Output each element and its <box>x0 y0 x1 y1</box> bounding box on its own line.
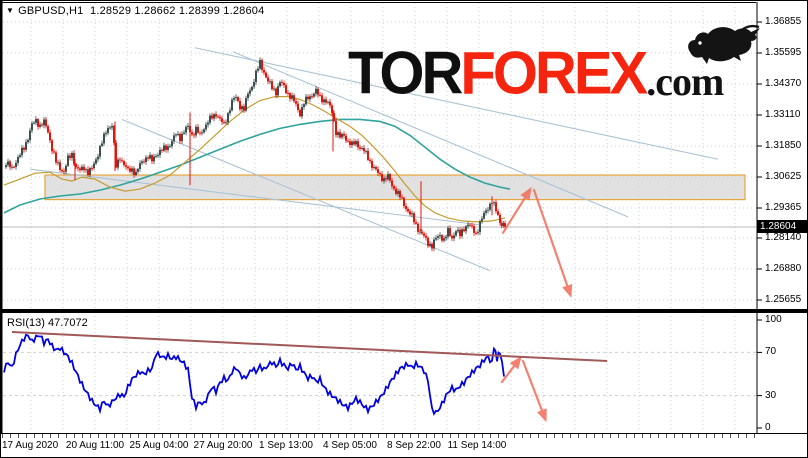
price-axis-label: 1.30625 <box>765 171 802 182</box>
chevron-down-icon[interactable]: ▼ <box>6 6 15 15</box>
long-wick <box>189 112 191 186</box>
price-axis-label: 1.34370 <box>765 78 802 89</box>
long-wick <box>74 159 76 181</box>
time-axis-label: 1 Sep 13:00 <box>259 440 313 451</box>
price-axis-label: 1.31850 <box>765 140 802 151</box>
rsi-indicator-label: RSI(13) 47.7072 <box>7 317 88 329</box>
ma-teal-line <box>3 118 511 214</box>
time-axis-ticks <box>2 434 758 438</box>
rsi-axis-label: 100 <box>765 314 782 325</box>
time-axis-label: 25 Aug 04:00 <box>129 440 189 451</box>
long-wick <box>420 181 422 232</box>
time-axis-label: 17 Aug 2020 <box>2 440 59 451</box>
time-axis-label: 20 Aug 11:00 <box>65 440 125 451</box>
trendlines <box>29 47 719 272</box>
current-price-badge: 1.28604 <box>757 220 807 233</box>
symbol-ohlc-line: ▼ GBPUSD,H1 1.28529 1.28662 1.28399 1.286… <box>6 5 264 17</box>
price-axis-label: 1.28140 <box>765 232 802 243</box>
rsi-axis-label: 0 <box>765 422 771 433</box>
time-axis-label: 11 Sep 14:00 <box>447 440 507 451</box>
candlesticks <box>5 57 506 252</box>
rsi-trendline <box>11 330 608 363</box>
ohlc-quote: 1.28529 1.28662 1.28399 1.28604 <box>90 5 265 17</box>
time-axis-label: 8 Sep 22:00 <box>387 440 441 451</box>
price-axis-label: 1.33110 <box>765 109 801 120</box>
price-axis-label: 1.36855 <box>765 16 802 27</box>
gridlines <box>3 3 756 432</box>
time-axis-label: 4 Sep 05:00 <box>323 440 377 451</box>
rsi-line <box>3 333 505 416</box>
price-axis-label: 1.35595 <box>765 47 802 58</box>
price-axis-label: 1.26880 <box>765 263 802 274</box>
symbol-title: GBPUSD,H1 <box>18 5 84 17</box>
long-wick <box>491 196 493 216</box>
time-axis-label: 27 Aug 20:00 <box>193 440 253 451</box>
long-wick <box>332 109 334 152</box>
rsi-axis-label: 70 <box>765 346 777 358</box>
ma-gold-line <box>3 96 506 223</box>
price-axis-label: 1.29365 <box>765 202 802 213</box>
price-axis-label: 1.25655 <box>765 294 802 305</box>
long-wick <box>114 121 116 172</box>
forecast-arrows <box>500 186 573 423</box>
rsi-axis-label: 30 <box>765 389 777 401</box>
